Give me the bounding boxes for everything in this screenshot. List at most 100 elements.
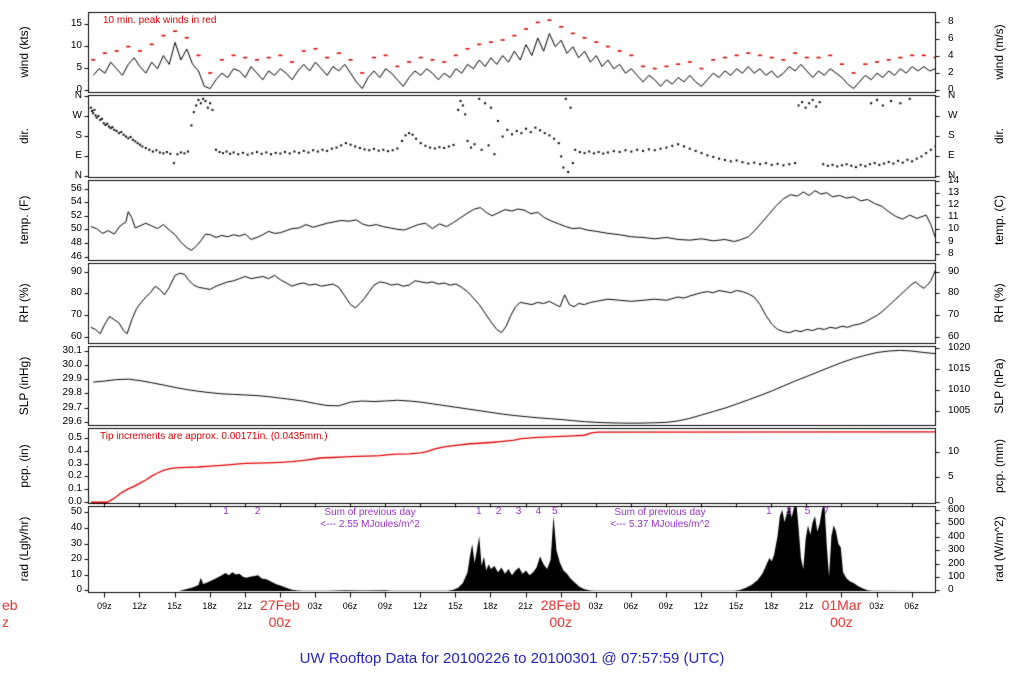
y-tick-label-right: 8 xyxy=(948,248,954,259)
y-tick-label-right: 10 xyxy=(948,223,960,234)
y-tick-label: 20 xyxy=(70,553,82,564)
date-label-line-2: 00z xyxy=(549,614,572,630)
y-tick-label-right: 8 xyxy=(948,16,954,27)
y-tick-label: 30.0 xyxy=(62,359,82,370)
y-tick-label-right: 10 xyxy=(948,446,960,457)
y-tick-label: 30.1 xyxy=(62,345,82,356)
x-tick-label: 21z xyxy=(518,601,533,611)
rh-right-axis-label: RH (%) xyxy=(992,283,1006,323)
y-tick-label: 48 xyxy=(70,237,82,248)
y-tick-label-right: 2 xyxy=(948,67,954,78)
y-tick-label-right: 400 xyxy=(948,531,965,542)
x-tick-label: 18z xyxy=(763,601,779,611)
y-tick-label-right: 1010 xyxy=(948,384,971,395)
rad-day-marker: 5 xyxy=(552,506,558,517)
x-tick-label: 09z xyxy=(97,601,112,611)
y-tick-label-right: 9 xyxy=(948,236,954,247)
y-tick-label: 29.6 xyxy=(62,416,82,427)
y-tick-label: N xyxy=(74,90,82,101)
rad-day-marker: 2 xyxy=(495,506,502,517)
partial-date-line-1: eb xyxy=(2,597,18,613)
partial-date-label-26feb: eb z xyxy=(2,597,18,631)
x-tick-label: 03z xyxy=(307,601,323,611)
x-tick-label: 15z xyxy=(728,601,744,611)
y-tick-label-right: 80 xyxy=(948,287,960,298)
y-tick-label-right: 5 xyxy=(948,471,954,482)
y-tick-label-right: 1015 xyxy=(948,363,971,374)
y-tick-label: 29.8 xyxy=(62,387,82,398)
y-tick-label: 80 xyxy=(70,287,82,298)
rad-day-marker: 7 xyxy=(823,506,829,517)
x-tick-label: 09z xyxy=(377,601,393,611)
rad-right-axis-label: rad (W/m^2) xyxy=(992,516,1006,582)
y-tick-label-right: S xyxy=(948,130,955,141)
slp-right-axis-label: SLP (hPa) xyxy=(992,358,1006,414)
date-label-line-2: 00z xyxy=(830,614,853,630)
temp-right-axis-label: temp. (C) xyxy=(992,194,1006,246)
pcp-tip-note: Tip increments are approx. 0.00171in. (0… xyxy=(100,431,328,442)
y-tick-label: 0.0 xyxy=(68,496,82,507)
rad-sum-note-2-line-2: <--- 5.37 MJoules/m^2 xyxy=(610,519,710,530)
date-label: 01Mar 00z xyxy=(809,597,873,631)
x-tick-label: 12z xyxy=(412,601,428,611)
y-tick-label: 0.3 xyxy=(68,458,82,469)
x-tick-label: 15z xyxy=(167,601,182,611)
y-tick-label: 10 xyxy=(70,569,82,580)
rad-day-marker: 1 xyxy=(475,506,482,517)
y-tick-label: 10 xyxy=(70,40,82,51)
y-tick-label-right: 1020 xyxy=(948,342,971,353)
y-tick-label: 60 xyxy=(70,331,82,342)
date-label-line-1: 28Feb xyxy=(540,597,581,613)
date-label-line-1: 27Feb xyxy=(260,597,300,613)
rad-sum-note-1-line-2: <--- 2.55 MJoules/m^2 xyxy=(320,519,420,530)
y-tick-label-right: 200 xyxy=(948,558,965,569)
x-tick-label: 18z xyxy=(483,601,498,611)
x-tick-label: 18z xyxy=(202,601,217,611)
x-tick-label: 06z xyxy=(342,601,358,611)
x-tick-label: 21z xyxy=(237,601,252,611)
y-tick-label-right: 70 xyxy=(948,309,960,320)
y-tick-label: 0.5 xyxy=(68,432,82,443)
y-tick-label-right: 60 xyxy=(948,331,960,342)
y-tick-label-right: N xyxy=(948,170,956,181)
y-tick-label: 5 xyxy=(76,62,82,73)
y-tick-label: W xyxy=(72,110,82,121)
y-tick-label-right: 0 xyxy=(948,584,954,595)
y-tick-label: 0.4 xyxy=(68,445,82,456)
y-tick-label: 56 xyxy=(70,183,82,194)
x-tick-label: 12z xyxy=(132,601,147,611)
partial-date-line-2: z xyxy=(2,614,9,630)
y-tick-label-right: 14 xyxy=(948,175,960,186)
y-tick-label-right: 500 xyxy=(948,517,965,528)
date-label-line-1: 01Mar xyxy=(821,597,862,613)
x-tick-label: 12z xyxy=(693,601,709,611)
y-tick-label: 52 xyxy=(70,210,82,221)
figure-title: UW Rooftop Data for 20100226 to 20100301… xyxy=(299,650,725,667)
y-tick-label-right: 100 xyxy=(948,571,965,582)
y-tick-label: 0 xyxy=(76,584,82,595)
rad-day-marker: 1 xyxy=(766,506,772,517)
y-tick-label-right: 300 xyxy=(948,544,965,555)
rad-sum-note-1-line-1: Sum of previous day xyxy=(324,507,416,518)
y-tick-label-right: 6 xyxy=(948,33,954,44)
y-tick-label: 50 xyxy=(70,223,82,234)
y-tick-label-right: E xyxy=(948,150,955,161)
y-tick-label-right: 4 xyxy=(948,50,954,61)
y-tick-label-right: 13 xyxy=(948,187,960,198)
y-tick-label: 0.2 xyxy=(68,470,82,481)
y-tick-label-right: W xyxy=(948,110,958,121)
date-label: 28Feb 00z xyxy=(529,597,593,631)
y-tick-label: N xyxy=(74,170,82,181)
date-label: 27Feb 00z xyxy=(248,597,312,631)
y-tick-label: 0 xyxy=(76,84,82,95)
x-tick-label: 03z xyxy=(588,601,603,611)
y-tick-label-right: 0 xyxy=(948,496,954,507)
y-tick-label: 50 xyxy=(70,506,82,517)
y-tick-label: E xyxy=(75,150,82,161)
wind-peak-note: 10 min. peak winds in red xyxy=(103,15,217,26)
y-tick-label: 29.9 xyxy=(62,373,82,384)
y-tick-label: 30 xyxy=(70,538,82,549)
x-tick-label: 09z xyxy=(658,601,674,611)
